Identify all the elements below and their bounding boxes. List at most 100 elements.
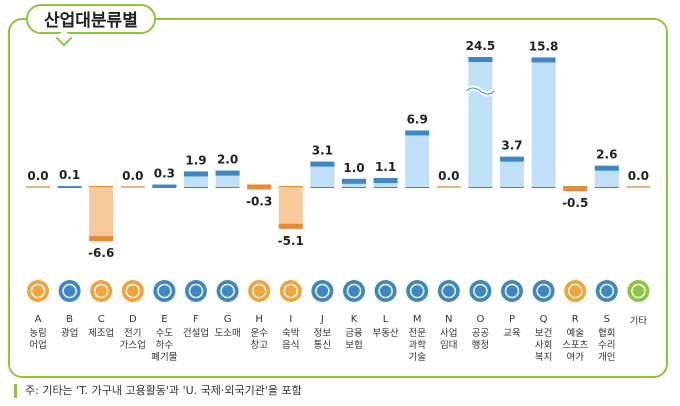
category-label-p-0: 교육 [503, 328, 521, 339]
lightning-icon-glyph [125, 283, 141, 299]
category-label-q-1: 사회 [535, 340, 552, 351]
category-code-h: H [255, 314, 263, 325]
category-label-r-0: 예술 [566, 328, 584, 339]
category-label-q-2: 복지 [535, 352, 552, 363]
bar-cap-j [310, 161, 335, 167]
value-label-etc: 0.0 [628, 169, 649, 183]
category-label-o-1: 행정 [472, 339, 489, 351]
value-label-o: 24.5 [466, 39, 496, 53]
category-label-f-0: 건설업 [183, 327, 209, 339]
value-label-q: 15.8 [529, 39, 559, 53]
value-label-i: -5.1 [278, 234, 304, 248]
category-code-q: Q [540, 314, 548, 325]
bar-m [405, 130, 430, 187]
dining-icon-glyph [283, 283, 299, 299]
bar-cap-m [405, 130, 430, 136]
bar-cap-b [57, 186, 82, 187]
gear-icon-glyph [93, 283, 109, 299]
category-code-r: R [572, 314, 579, 325]
category-label-s-2: 개인 [598, 352, 615, 363]
graduation-cap-icon [501, 280, 523, 302]
category-label-k-1: 보험 [345, 340, 362, 351]
category-code-b: B [66, 314, 73, 325]
bar-p [500, 156, 524, 187]
category-label-d-1: 가스업 [120, 339, 146, 351]
category-code-o: O [476, 314, 484, 325]
flask-icon-glyph [409, 283, 425, 299]
flask-icon [406, 280, 429, 302]
bank-icon-glyph [346, 283, 362, 299]
bar-cap-h [247, 184, 272, 190]
category-label-s-0: 협회 [598, 327, 615, 339]
wheat-icon [27, 280, 49, 302]
shopping-basket-icon-glyph [220, 283, 235, 299]
category-code-m: M [413, 314, 422, 325]
truck-icon-glyph [251, 283, 267, 299]
faucet-icon-glyph [157, 283, 172, 299]
category-code-c: C [98, 314, 105, 325]
bar-cap-i [278, 223, 303, 229]
value-label-p: 3.7 [501, 139, 522, 153]
bar-s [594, 165, 619, 187]
value-label-a: 0.0 [27, 169, 48, 183]
mobile-phone-icon-glyph [315, 283, 330, 299]
graduation-cap-icon-glyph [504, 283, 520, 299]
people-icon [437, 280, 460, 302]
value-label-g: 2.0 [217, 153, 238, 167]
category-code-e: E [161, 314, 167, 325]
value-label-c: -6.6 [88, 246, 114, 260]
category-label-s-1: 수리 [598, 340, 615, 351]
bar-cap-o [468, 57, 493, 62]
category-code-a: A [35, 314, 42, 325]
bar-i [278, 187, 303, 229]
bar-cap-e [152, 184, 177, 187]
bar-q [531, 57, 556, 187]
mobile-phone-icon [311, 280, 334, 302]
document-icon-glyph [473, 283, 488, 299]
building-icon [185, 280, 207, 302]
bar-cap-r [563, 186, 588, 192]
value-label-h: -0.3 [246, 194, 272, 208]
category-label-j-1: 통신 [314, 340, 331, 351]
wheat-icon-glyph [30, 283, 46, 299]
value-label-f: 1.9 [185, 153, 206, 167]
house-icon-glyph [378, 283, 393, 299]
category-code-f: F [193, 314, 199, 325]
medical-kit-icon-glyph [536, 283, 551, 299]
category-code-l: L [383, 314, 389, 325]
mine-helmet-icon [58, 280, 81, 302]
category-label-a-1: 어업 [29, 339, 46, 351]
bar-cap-l [373, 177, 398, 183]
category-label-o-0: 공공 [472, 328, 490, 339]
category-label-n-1: 임대 [440, 339, 457, 351]
chart-title: 산업대분류별 [26, 4, 156, 34]
dining-icon [279, 280, 302, 302]
category-code-k: K [351, 314, 358, 325]
category-label-h-1: 창고 [250, 340, 268, 351]
category-label-d-0: 전기 [124, 328, 141, 339]
house-icon [374, 280, 397, 302]
phone-book-icon-glyph [631, 283, 646, 299]
category-code-i: I [289, 314, 292, 325]
value-label-n: 0.0 [438, 169, 459, 183]
category-code-j: J [320, 314, 324, 325]
category-label-r-2: 여가 [566, 351, 584, 363]
faucet-icon [153, 280, 176, 302]
people-icon-glyph [441, 283, 457, 299]
gear-icon [90, 280, 113, 302]
bar-cap-s [594, 165, 619, 171]
chart-panel [8, 18, 668, 378]
category-label-b-0: 광업 [61, 327, 78, 339]
bar-c [89, 187, 114, 242]
paint-palette-icon [564, 280, 587, 302]
category-code-g: G [224, 314, 232, 325]
category-label-m-0: 전문 [408, 328, 426, 339]
category-label-m-2: 기술 [408, 352, 426, 363]
mine-helmet-icon-glyph [62, 283, 77, 299]
shopping-basket-icon [216, 280, 239, 302]
value-label-r: -0.5 [562, 196, 588, 210]
bar-cap-k [342, 178, 366, 184]
bar-cap-g [215, 170, 240, 176]
paint-palette-icon-glyph [567, 283, 583, 299]
